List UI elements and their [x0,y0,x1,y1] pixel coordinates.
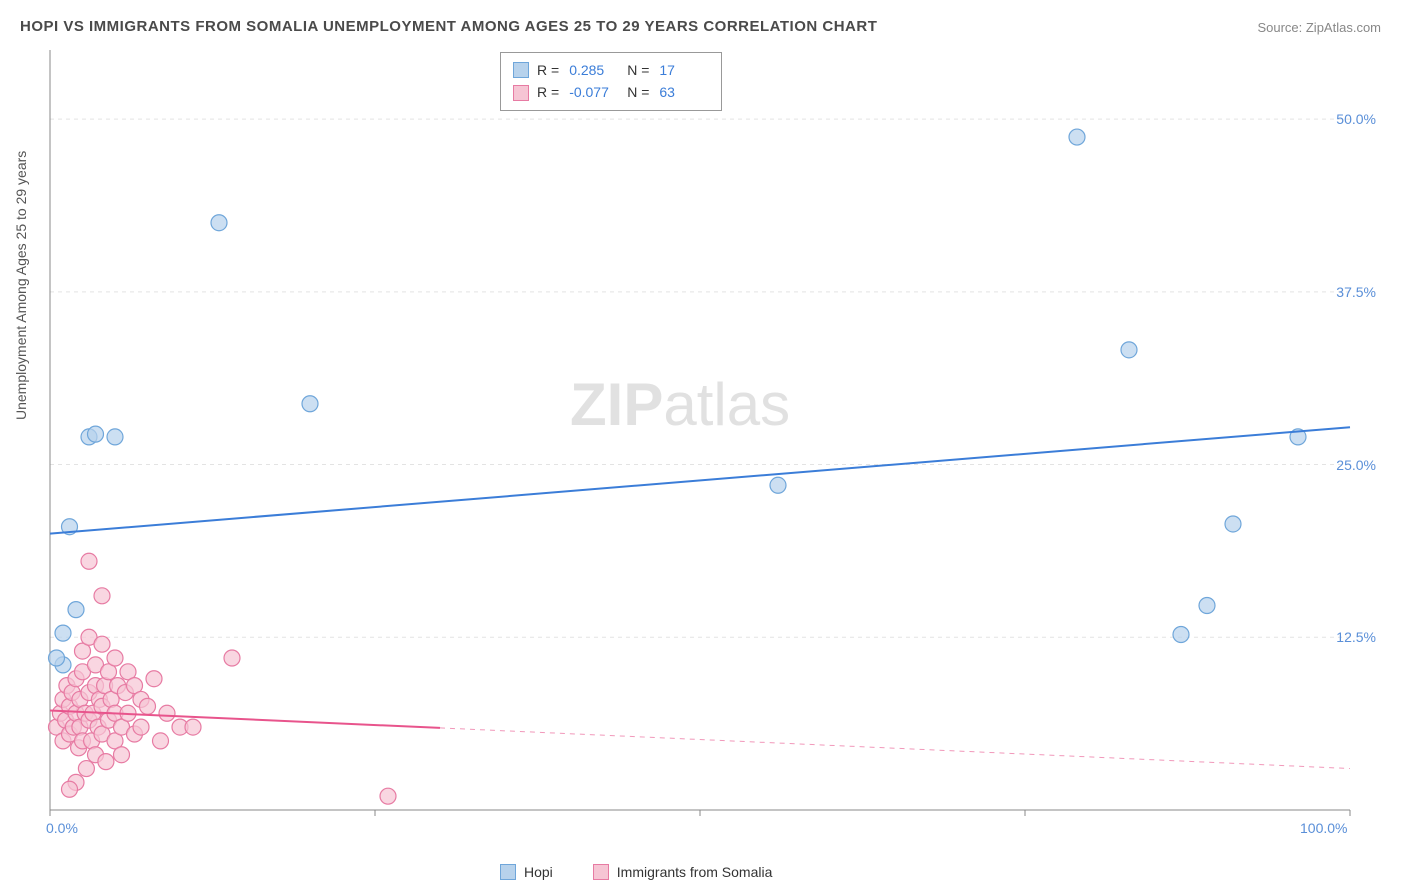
series-label: Immigrants from Somalia [617,864,773,880]
n-label: N = [627,59,649,81]
series-legend: Hopi Immigrants from Somalia [500,864,772,880]
x-tick-label: 100.0% [1300,820,1347,836]
r-label: R = [537,59,559,81]
x-tick-label: 0.0% [46,820,78,836]
legend-swatch [513,62,529,78]
r-label: R = [537,81,559,103]
scatter-chart [0,0,1406,892]
y-tick-label: 12.5% [1336,629,1376,645]
series-legend-item: Immigrants from Somalia [593,864,773,880]
series-label: Hopi [524,864,553,880]
series-legend-item: Hopi [500,864,553,880]
correlation-legend: R = 0.285 N = 17 R = -0.077 N = 63 [500,52,722,111]
y-tick-label: 50.0% [1336,111,1376,127]
legend-row: R = 0.285 N = 17 [513,59,709,81]
n-value: 63 [659,81,709,103]
r-value: -0.077 [569,81,619,103]
n-label: N = [627,81,649,103]
legend-swatch [500,864,516,880]
legend-swatch [593,864,609,880]
y-tick-label: 25.0% [1336,457,1376,473]
n-value: 17 [659,59,709,81]
legend-row: R = -0.077 N = 63 [513,81,709,103]
r-value: 0.285 [569,59,619,81]
y-tick-label: 37.5% [1336,284,1376,300]
legend-swatch [513,85,529,101]
